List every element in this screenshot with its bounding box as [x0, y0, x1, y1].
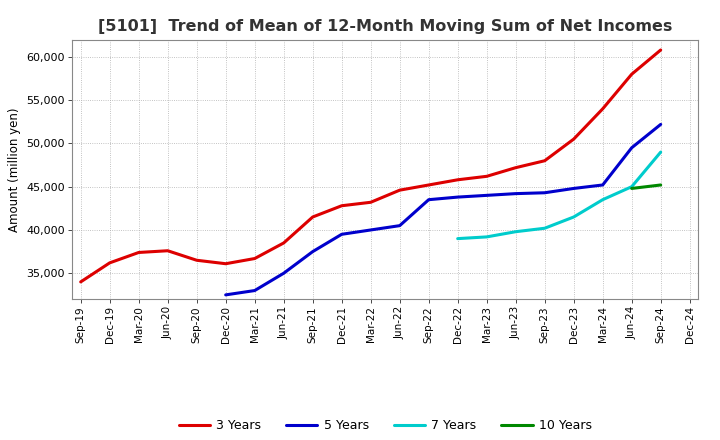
7 Years: [598, 197, 607, 202]
3 Years: [570, 136, 578, 142]
3 Years: [482, 174, 491, 179]
7 Years: [511, 229, 520, 235]
3 Years: [105, 260, 114, 265]
5 Years: [221, 292, 230, 297]
Line: 7 Years: 7 Years: [458, 152, 661, 238]
3 Years: [221, 261, 230, 266]
3 Years: [338, 203, 346, 209]
10 Years: [657, 182, 665, 187]
7 Years: [541, 226, 549, 231]
5 Years: [308, 249, 317, 254]
5 Years: [511, 191, 520, 196]
3 Years: [424, 182, 433, 187]
3 Years: [279, 240, 288, 246]
3 Years: [76, 279, 85, 285]
3 Years: [163, 248, 172, 253]
5 Years: [570, 186, 578, 191]
7 Years: [627, 184, 636, 189]
3 Years: [541, 158, 549, 163]
10 Years: [627, 186, 636, 191]
5 Years: [366, 227, 375, 233]
3 Years: [627, 72, 636, 77]
Line: 10 Years: 10 Years: [631, 185, 661, 188]
3 Years: [135, 250, 143, 255]
5 Years: [598, 182, 607, 187]
3 Years: [366, 200, 375, 205]
3 Years: [598, 106, 607, 111]
Y-axis label: Amount (million yen): Amount (million yen): [8, 107, 21, 231]
7 Years: [454, 236, 462, 241]
5 Years: [627, 145, 636, 150]
5 Years: [279, 271, 288, 276]
3 Years: [192, 258, 201, 263]
7 Years: [482, 234, 491, 239]
Line: 5 Years: 5 Years: [225, 125, 661, 295]
7 Years: [570, 214, 578, 220]
3 Years: [308, 214, 317, 220]
5 Years: [657, 122, 665, 127]
Legend: 3 Years, 5 Years, 7 Years, 10 Years: 3 Years, 5 Years, 7 Years, 10 Years: [174, 414, 597, 437]
3 Years: [251, 256, 259, 261]
3 Years: [657, 48, 665, 53]
3 Years: [454, 177, 462, 183]
5 Years: [541, 190, 549, 195]
5 Years: [395, 223, 404, 228]
3 Years: [395, 187, 404, 193]
5 Years: [482, 193, 491, 198]
7 Years: [657, 150, 665, 155]
Line: 3 Years: 3 Years: [81, 50, 661, 282]
5 Years: [251, 288, 259, 293]
5 Years: [424, 197, 433, 202]
3 Years: [511, 165, 520, 170]
5 Years: [454, 194, 462, 200]
Title: [5101]  Trend of Mean of 12-Month Moving Sum of Net Incomes: [5101] Trend of Mean of 12-Month Moving …: [98, 19, 672, 34]
5 Years: [338, 231, 346, 237]
